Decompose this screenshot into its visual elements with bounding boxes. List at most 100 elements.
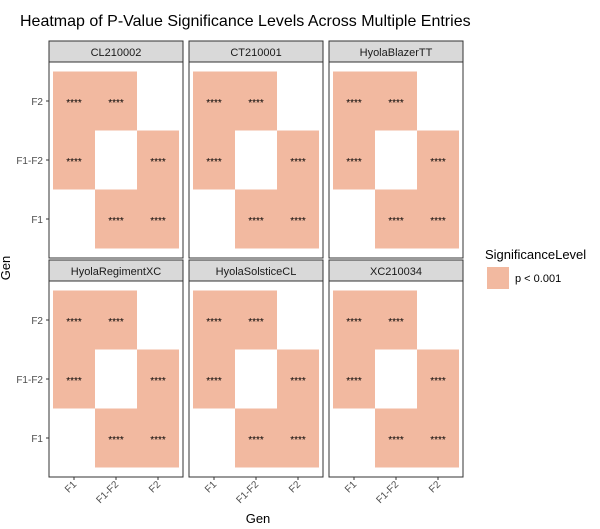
cell-label: **** — [430, 376, 446, 387]
x-tick-label: F2 — [427, 479, 443, 495]
cell-label: **** — [388, 435, 404, 446]
facet-panel: XC210034 **** **** **** **** **** **** F1 F1-F2 F… — [328, 259, 464, 506]
heatmap-cell — [235, 290, 277, 350]
chart-title: Heatmap of P-Value Significance Levels A… — [20, 13, 471, 30]
cell-label: **** — [206, 317, 222, 328]
cell-label: **** — [66, 157, 82, 168]
cell-label: **** — [388, 98, 404, 109]
y-tick-label: F1 — [31, 434, 43, 445]
panel-border — [328, 61, 464, 259]
cell-label: **** — [108, 317, 124, 328]
heatmap-cell — [95, 408, 137, 468]
heatmap-cell — [53, 349, 95, 409]
heatmap-cell — [137, 408, 179, 468]
legend-title: SignificanceLevel — [485, 247, 586, 262]
heatmap-cell — [417, 130, 459, 190]
cell-label: **** — [346, 98, 362, 109]
heatmap-cell — [375, 290, 417, 350]
heatmap-cell — [95, 189, 137, 249]
y-tick-label: F2 — [31, 316, 43, 327]
heatmap-cell — [277, 189, 319, 249]
heatmap-cell — [53, 71, 95, 131]
heatmap-cell — [277, 408, 319, 468]
cell-label: **** — [290, 216, 306, 227]
facet-strip-label: CT210001 — [230, 47, 281, 59]
heatmap-cell — [277, 349, 319, 409]
cell-label: **** — [206, 157, 222, 168]
facet-panel: HyolaSolsticeCL **** **** **** **** **** **** F… — [188, 259, 324, 506]
cell-label: **** — [346, 376, 362, 387]
facet-strip-label: XC210034 — [370, 266, 422, 278]
cell-label: **** — [150, 157, 166, 168]
x-tick-label: F1-F2 — [234, 479, 261, 506]
facet-panel: HyolaBlazerTT **** **** **** **** **** **** — [328, 40, 464, 259]
heatmap-cell — [95, 71, 137, 131]
facet-strip-label: HyolaSolsticeCL — [216, 266, 297, 278]
facet-panel: CL210002 **** **** **** **** **** **** F1 F1-F2 F… — [16, 40, 184, 259]
heatmap-cell — [235, 408, 277, 468]
y-axis-title: Gen — [0, 256, 13, 281]
heatmap-cell — [333, 130, 375, 190]
facet-panel: CT210001 **** **** **** **** **** **** — [188, 40, 324, 259]
cell-label: **** — [290, 435, 306, 446]
heatmap-cell — [193, 349, 235, 409]
x-tick-label: F1-F2 — [374, 479, 401, 506]
cell-label: **** — [248, 435, 264, 446]
cell-label: **** — [108, 435, 124, 446]
cell-label: **** — [150, 376, 166, 387]
legend: SignificanceLevel p < 0.001 — [485, 247, 586, 289]
heatmap-cell — [193, 290, 235, 350]
heatmap-cell — [375, 408, 417, 468]
cell-label: **** — [430, 216, 446, 227]
x-tick-label: F1 — [343, 479, 359, 495]
cell-label: **** — [430, 435, 446, 446]
facet-strip-label: HyolaBlazerTT — [360, 47, 433, 59]
y-tick-label: F1-F2 — [16, 375, 43, 386]
heatmap-cell — [417, 189, 459, 249]
cell-label: **** — [66, 317, 82, 328]
x-tick-label: F1 — [63, 479, 79, 495]
cell-label: **** — [388, 216, 404, 227]
heatmap-cell — [137, 189, 179, 249]
panel-border — [188, 61, 324, 259]
cell-label: **** — [150, 435, 166, 446]
cell-label: **** — [66, 98, 82, 109]
heatmap-cell — [193, 130, 235, 190]
cell-label: **** — [150, 216, 166, 227]
heatmap-cell — [417, 349, 459, 409]
heatmap-cell — [333, 290, 375, 350]
facet-panels: CL210002 **** **** **** **** **** **** F1 F1-F2 F… — [16, 40, 464, 506]
facet-strip-label: HyolaRegimentXC — [71, 266, 162, 278]
cell-label: **** — [248, 317, 264, 328]
x-tick-label: F1-F2 — [94, 479, 121, 506]
facet-panel: HyolaRegimentXC **** **** **** **** **** **** F… — [16, 259, 184, 506]
facet-strip-label: CL210002 — [91, 47, 142, 59]
cell-label: **** — [66, 376, 82, 387]
heatmap-cell — [137, 130, 179, 190]
legend-entry-label: p < 0.001 — [515, 273, 561, 285]
legend-key-swatch — [487, 267, 509, 289]
heatmap-cell — [53, 290, 95, 350]
cell-label: **** — [346, 157, 362, 168]
cell-label: **** — [248, 216, 264, 227]
heatmap-cell — [333, 349, 375, 409]
cell-label: **** — [206, 98, 222, 109]
cell-label: **** — [248, 98, 264, 109]
cell-label: **** — [290, 157, 306, 168]
x-axis-title: Gen — [246, 511, 271, 526]
cell-label: **** — [206, 376, 222, 387]
heatmap-cell — [375, 189, 417, 249]
cell-label: **** — [108, 216, 124, 227]
heatmap-cell — [137, 349, 179, 409]
x-tick-label: F2 — [147, 479, 163, 495]
cell-label: **** — [108, 98, 124, 109]
heatmap-cell — [95, 290, 137, 350]
heatmap-cell — [277, 130, 319, 190]
cell-label: **** — [290, 376, 306, 387]
y-tick-label: F1-F2 — [16, 156, 43, 167]
heatmap-cell — [193, 71, 235, 131]
heatmap-cell — [53, 130, 95, 190]
y-tick-label: F1 — [31, 215, 43, 226]
cell-label: **** — [346, 317, 362, 328]
